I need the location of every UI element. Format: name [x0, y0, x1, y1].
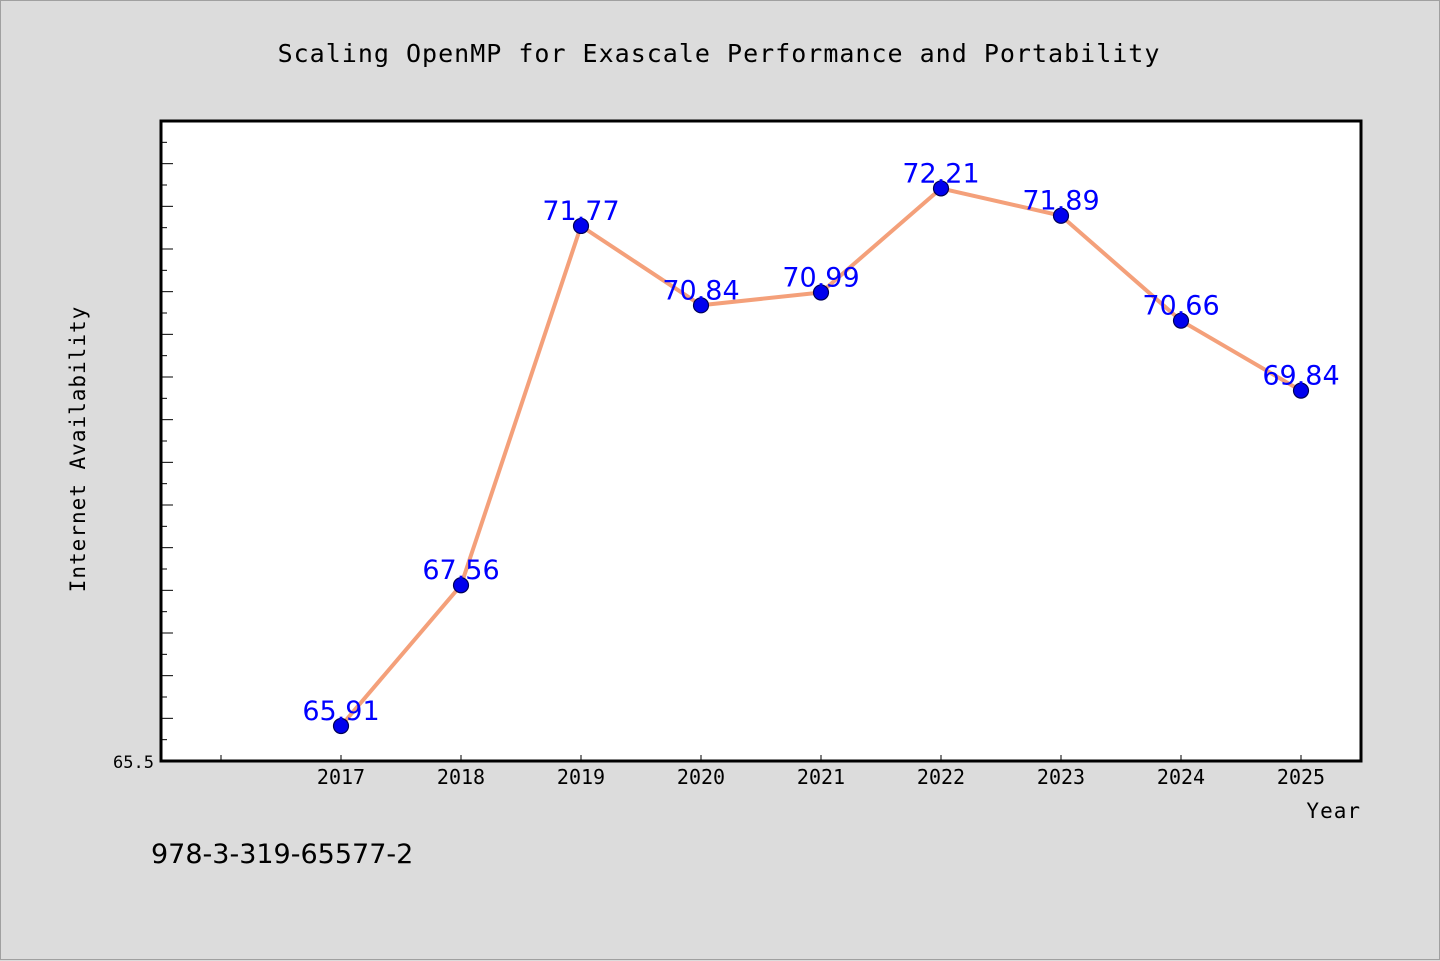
series-layer: [332, 180, 1310, 735]
data-point: [1292, 382, 1310, 399]
data-point: [932, 180, 950, 197]
footer-identifier: 978-3-319-65577-2: [151, 839, 413, 870]
y-min-tick-label: 65.5: [113, 753, 154, 773]
data-label: 72.21: [902, 158, 979, 189]
x-tick-label: 2017: [317, 765, 365, 789]
data-label-layer: 65.91 67.56 71.77 70.84 70.99 72.21 71.89 70.66…: [302, 158, 1339, 727]
chart-title: Scaling OpenMP for Exascale Performance …: [278, 39, 1161, 68]
data-point: [1052, 207, 1070, 224]
data-point: [1172, 312, 1190, 329]
x-tick-label: 2021: [797, 765, 845, 789]
data-label: 71.77: [542, 196, 619, 227]
x-axis-label: Year: [1306, 799, 1361, 823]
x-tick-label: 2024: [1157, 765, 1205, 789]
plot-area: [161, 121, 1361, 761]
data-label: 70.84: [662, 275, 739, 306]
plot-border: [159, 119, 1363, 763]
data-label: 67.56: [422, 555, 499, 586]
x-axis-ticks: 2017 2018 2019 2020 2021 2022 2023 2024 2025: [220, 755, 1325, 789]
data-point: [692, 297, 710, 314]
data-label: 71.89: [1022, 186, 1099, 217]
data-label: 69.84: [1262, 361, 1339, 392]
data-point: [812, 284, 830, 301]
x-tick-label: 2022: [917, 765, 965, 789]
x-tick-label: 2018: [437, 765, 485, 789]
x-tick-label: 2020: [677, 765, 725, 789]
data-point: [452, 577, 470, 594]
data-label: 70.66: [1142, 291, 1219, 322]
data-label: 70.99: [782, 263, 859, 294]
x-tick-label: 2023: [1037, 765, 1085, 789]
x-tick-label: 2025: [1277, 765, 1325, 789]
y-axis-label: Internet Availability: [66, 306, 90, 593]
data-label: 65.91: [302, 696, 379, 727]
data-point: [572, 217, 590, 235]
x-tick-label: 2019: [557, 765, 605, 789]
data-point: [332, 717, 350, 735]
